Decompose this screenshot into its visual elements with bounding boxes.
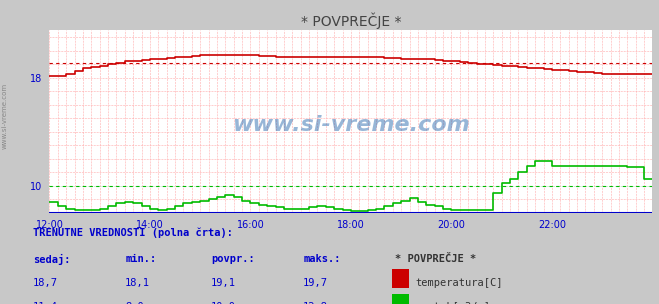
Text: temperatura[C]: temperatura[C] <box>415 278 503 288</box>
Text: 11,4: 11,4 <box>33 302 58 304</box>
Bar <box>392 269 409 288</box>
Text: 10,0: 10,0 <box>211 302 236 304</box>
Text: 12,8: 12,8 <box>303 302 328 304</box>
Text: 8,0: 8,0 <box>125 302 144 304</box>
Text: 19,7: 19,7 <box>303 278 328 288</box>
Title: * POVPREČJE *: * POVPREČJE * <box>301 13 401 29</box>
Bar <box>392 294 409 304</box>
Text: pretok[m3/s]: pretok[m3/s] <box>415 302 490 304</box>
Text: sedaj:: sedaj: <box>33 254 71 265</box>
Text: maks.:: maks.: <box>303 254 341 264</box>
Text: 18,1: 18,1 <box>125 278 150 288</box>
Text: povpr.:: povpr.: <box>211 254 254 264</box>
Text: 18,7: 18,7 <box>33 278 58 288</box>
Text: www.si-vreme.com: www.si-vreme.com <box>2 82 8 149</box>
Text: * POVPREČJE *: * POVPREČJE * <box>395 254 476 264</box>
Text: TRENUTNE VREDNOSTI (polna črta):: TRENUTNE VREDNOSTI (polna črta): <box>33 228 233 238</box>
Text: min.:: min.: <box>125 254 156 264</box>
Text: www.si-vreme.com: www.si-vreme.com <box>232 115 470 135</box>
Text: 19,1: 19,1 <box>211 278 236 288</box>
